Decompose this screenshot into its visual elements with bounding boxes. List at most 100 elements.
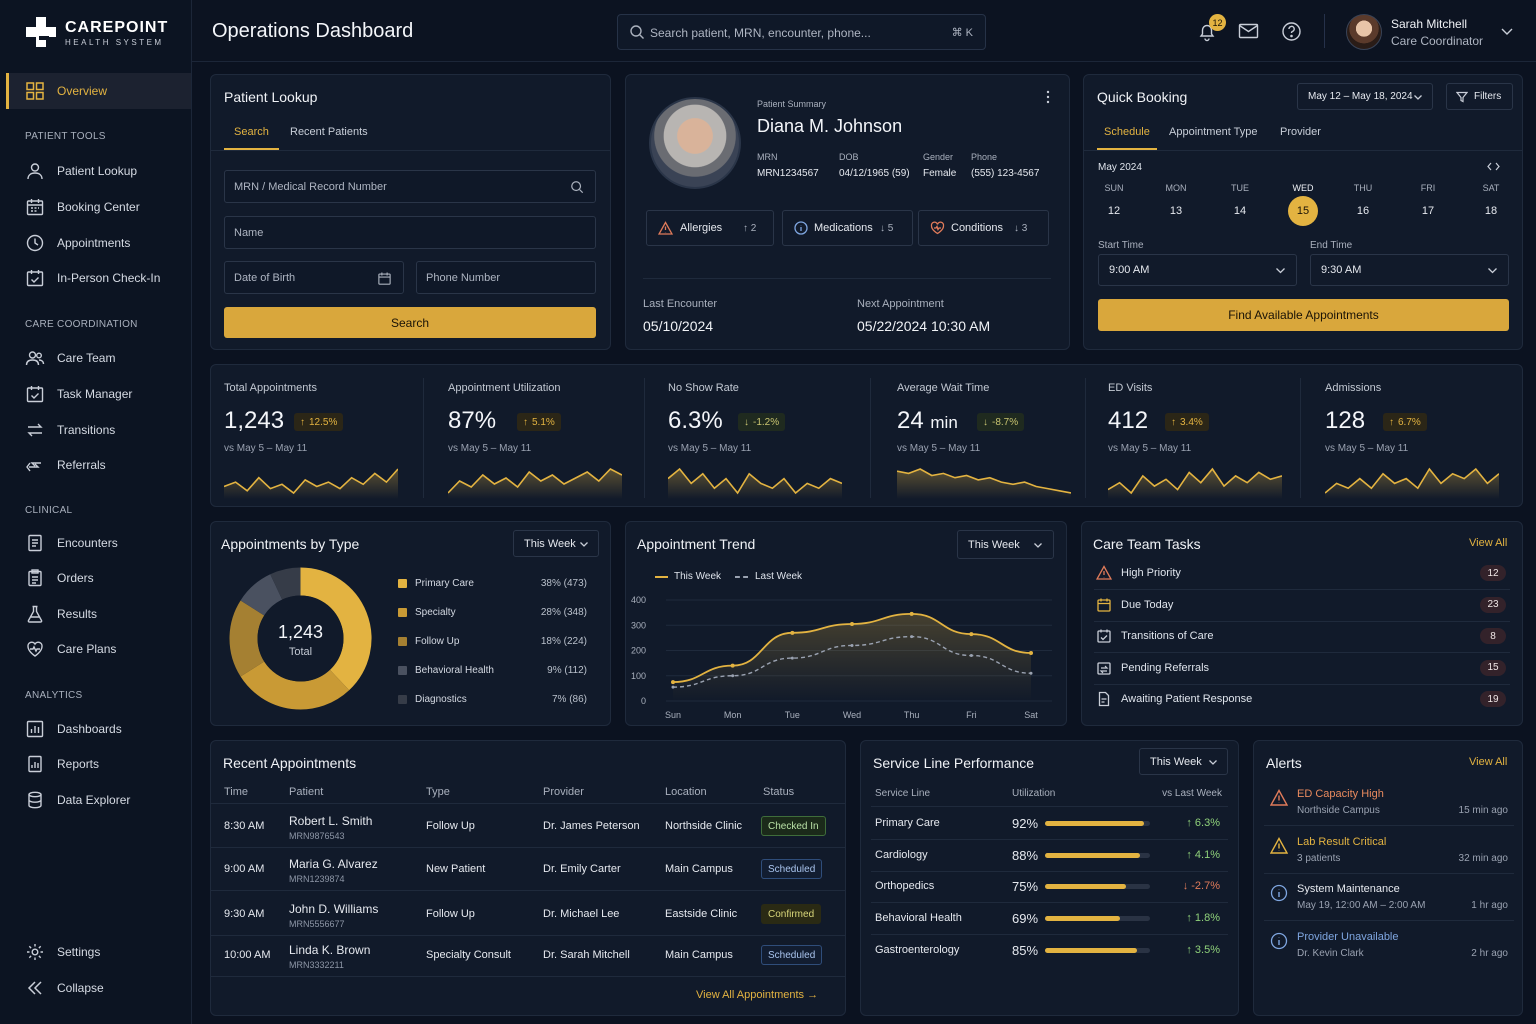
- status-badge: Scheduled: [761, 945, 823, 965]
- service-period-select[interactable]: This Week: [1139, 748, 1228, 775]
- avatar[interactable]: [1346, 14, 1382, 50]
- info-icon: [1270, 932, 1288, 949]
- calendar-day[interactable]: 12: [1107, 205, 1121, 217]
- status-badge: Scheduled: [761, 859, 823, 879]
- sidebar-item-check-in[interactable]: In-Person Check-In: [25, 268, 160, 288]
- sidebar-item-encounters[interactable]: Encounters: [25, 533, 118, 553]
- calendar-day[interactable]: 15: [1296, 205, 1310, 217]
- calendar-weekday: SUN: [1104, 183, 1124, 193]
- trend-period-select[interactable]: This Week: [957, 530, 1054, 559]
- sidebar-item-collapse[interactable]: Collapse: [25, 978, 104, 998]
- sidebar-item-overview-label[interactable]: Overview: [25, 81, 107, 101]
- sidebar-item-appointments[interactable]: Appointments: [25, 233, 130, 253]
- heart-pulse-icon: [27, 641, 43, 657]
- sidebar-item-orders[interactable]: Orders: [25, 568, 94, 588]
- calendar-day[interactable]: 17: [1421, 205, 1435, 217]
- legend-swatch: [398, 637, 407, 646]
- card-title: Patient Lookup: [224, 89, 318, 105]
- provider: Dr. James Peterson: [543, 820, 640, 832]
- calendar-day[interactable]: 18: [1484, 205, 1498, 217]
- transfer-icon: [27, 423, 43, 437]
- chevron-down-icon[interactable]: [1500, 27, 1514, 36]
- find-appointments-button[interactable]: Find Available Appointments: [1098, 299, 1509, 331]
- period-select[interactable]: This Week: [513, 530, 599, 557]
- nav-section-title: ANALYTICS: [25, 690, 83, 701]
- sidebar-item-transitions[interactable]: Transitions: [25, 420, 115, 440]
- card-title: Appointment Trend: [637, 536, 756, 552]
- mail-icon[interactable]: [1238, 22, 1259, 40]
- alerts-view-all-link[interactable]: View All: [1469, 756, 1508, 768]
- warning-icon: [658, 221, 673, 235]
- kpi-value: 128: [1325, 407, 1365, 435]
- phone-input[interactable]: Phone Number: [416, 261, 596, 294]
- y-tick-label: 200: [631, 646, 646, 656]
- notifications-button[interactable]: [1196, 20, 1218, 42]
- appointment-type: Follow Up: [426, 908, 475, 920]
- arrow-up-icon: ↑: [1186, 848, 1195, 861]
- allergies-chip[interactable]: Allergies ↑ 2: [646, 210, 774, 246]
- tab-appointment-type[interactable]: Appointment Type: [1169, 126, 1258, 138]
- sidebar-item-data-explorer[interactable]: Data Explorer: [25, 790, 130, 810]
- medications-chip[interactable]: Medications ↓ 5: [782, 210, 913, 246]
- sidebar-item-booking-center[interactable]: Booking Center: [25, 197, 140, 217]
- tab-recent-patients[interactable]: Recent Patients: [290, 126, 368, 138]
- sidebar-item-reports[interactable]: Reports: [25, 754, 99, 774]
- tasks-view-all-link[interactable]: View All: [1469, 537, 1508, 549]
- start-time-select[interactable]: 9:00 AM: [1098, 254, 1297, 286]
- sidebar-item-overview[interactable]: [6, 73, 191, 109]
- sidebar-item-dashboards[interactable]: Dashboards: [25, 719, 122, 739]
- legend-swatch: [398, 608, 407, 617]
- sidebar-label: Collapse: [57, 981, 104, 995]
- card-title: Care Team Tasks: [1093, 536, 1201, 552]
- legend-swatch: [398, 695, 407, 704]
- next-appointment-value: 05/22/2024 10:30 AM: [857, 318, 991, 334]
- search-button[interactable]: Search: [224, 307, 596, 338]
- prev-next-icon[interactable]: [1487, 162, 1500, 171]
- arrow-up-icon: ↑: [1389, 416, 1394, 428]
- filters-button[interactable]: Filters: [1446, 83, 1513, 110]
- name-input[interactable]: Name: [224, 216, 596, 249]
- card-title: Appointments by Type: [221, 536, 360, 552]
- sidebar-item-settings[interactable]: Settings: [25, 942, 100, 962]
- service-period-value: This Week: [1150, 755, 1202, 768]
- calendar-month: May 2024: [1098, 162, 1142, 173]
- date-range-select[interactable]: May 12 – May 18, 2024: [1297, 83, 1433, 110]
- column-header: Time: [224, 786, 249, 798]
- mrn-input[interactable]: MRN / Medical Record Number: [224, 170, 596, 203]
- view-all-appointments-link[interactable]: View All Appointments →: [696, 989, 818, 1001]
- sidebar-label: Data Explorer: [57, 793, 131, 807]
- provider: Dr. Sarah Mitchell: [543, 949, 630, 961]
- chevron-down-icon: [1414, 95, 1422, 100]
- sidebar-item-care-team[interactable]: Care Team: [25, 348, 115, 368]
- sidebar-item-patient-lookup[interactable]: Patient Lookup: [25, 161, 137, 181]
- column-header: Provider: [543, 786, 584, 798]
- sparkline-line: [448, 468, 622, 494]
- more-vertical-icon[interactable]: [1045, 90, 1051, 104]
- task-label: Due Today: [1121, 598, 1174, 611]
- donut-slice-diagnostics: [270, 567, 302, 600]
- tab-provider[interactable]: Provider: [1280, 126, 1321, 138]
- kpi-delta-badge: ↓ -8.7%: [977, 413, 1025, 431]
- sidebar-item-care-plans[interactable]: Care Plans: [25, 639, 116, 659]
- sidebar-label: Referrals: [57, 458, 106, 472]
- sidebar-item-results[interactable]: Results: [25, 604, 97, 624]
- conditions-chip[interactable]: Conditions ↓ 3: [918, 210, 1049, 246]
- calendar-day[interactable]: 16: [1356, 205, 1370, 217]
- sparkline-area: [1108, 469, 1282, 499]
- calendar-day[interactable]: 13: [1169, 205, 1183, 217]
- end-time-select[interactable]: 9:30 AM: [1310, 254, 1509, 286]
- service-line-name: Behavioral Health: [875, 912, 962, 925]
- column-header: Type: [426, 786, 450, 798]
- dob-input[interactable]: Date of Birth: [224, 261, 404, 294]
- legend-swatch: [398, 666, 407, 675]
- sidebar-item-task-manager[interactable]: Task Manager: [25, 384, 132, 404]
- divider: [1084, 150, 1522, 151]
- help-icon[interactable]: [1281, 21, 1302, 42]
- alerts-card: [1253, 740, 1523, 1016]
- global-search-input[interactable]: Search patient, MRN, encounter, phone...…: [617, 14, 986, 50]
- sidebar-item-referrals[interactable]: Referrals: [25, 455, 106, 475]
- calendar-day[interactable]: 14: [1233, 205, 1247, 217]
- tab-search[interactable]: Search: [234, 126, 269, 138]
- tab-schedule[interactable]: Schedule: [1104, 126, 1150, 138]
- utilization-value: 69%: [1012, 911, 1039, 927]
